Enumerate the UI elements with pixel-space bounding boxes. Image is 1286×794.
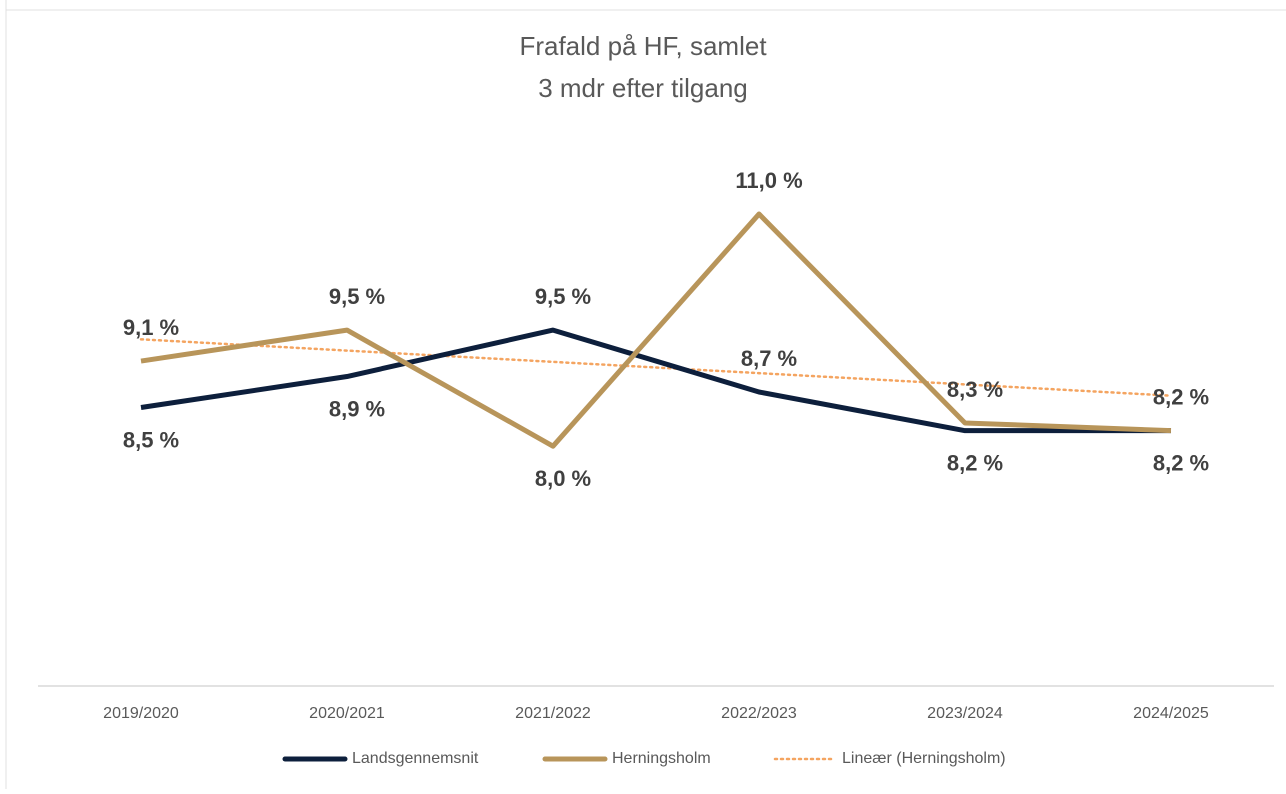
series-line bbox=[140, 327, 1171, 434]
data-label: 8,2 % bbox=[1153, 384, 1209, 409]
legend-label: Lineær (Herningsholm) bbox=[842, 750, 1006, 767]
data-label: 8,3 % bbox=[947, 377, 1003, 402]
data-label: 8,9 % bbox=[329, 396, 385, 421]
trendline bbox=[139, 338, 1173, 397]
data-label: 9,5 % bbox=[329, 284, 385, 309]
x-tick-label: 2022/2023 bbox=[721, 705, 797, 722]
data-label: 9,1 % bbox=[123, 315, 179, 340]
data-label: 8,5 % bbox=[123, 427, 179, 452]
data-label: 8,0 % bbox=[535, 466, 591, 491]
data-label: 8,7 % bbox=[741, 346, 797, 371]
legend-label: Herningsholm bbox=[612, 750, 711, 767]
x-tick-label: 2020/2021 bbox=[309, 705, 385, 722]
data-label: 8,2 % bbox=[1153, 450, 1209, 475]
x-tick-label: 2023/2024 bbox=[927, 705, 1003, 722]
x-tick-label: 2021/2022 bbox=[515, 705, 591, 722]
legend-label: Landsgennemsnit bbox=[352, 750, 479, 767]
chart-subtitle: 3 mdr efter tilgang bbox=[538, 73, 748, 103]
chart-title: Frafald på HF, samlet bbox=[519, 31, 767, 61]
x-tick-label: 2024/2025 bbox=[1133, 705, 1209, 722]
data-label: 9,5 % bbox=[535, 284, 591, 309]
series-line bbox=[140, 211, 1172, 449]
data-label: 11,0 % bbox=[735, 168, 802, 193]
data-label: 8,2 % bbox=[947, 450, 1003, 475]
x-tick-label: 2019/2020 bbox=[103, 705, 179, 722]
